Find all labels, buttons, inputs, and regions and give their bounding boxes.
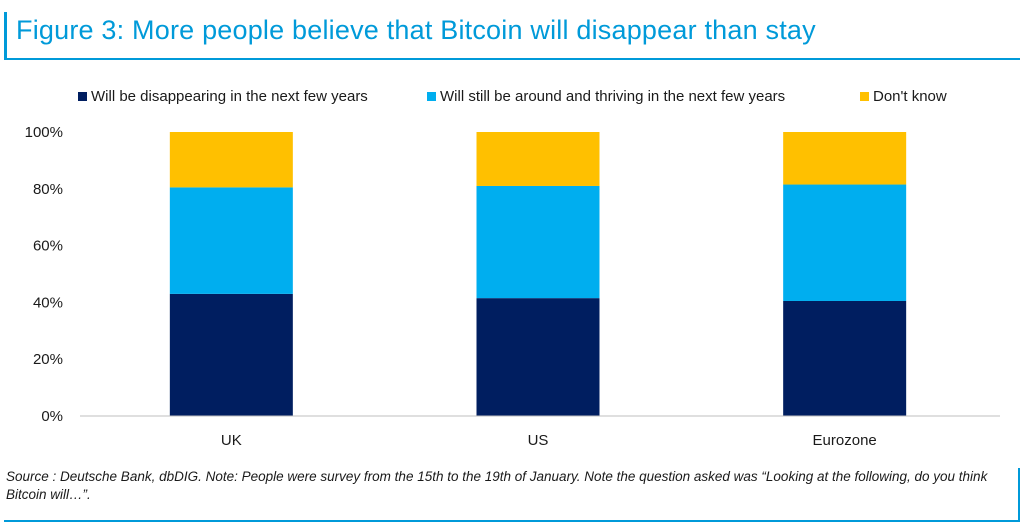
bar-eurozone-series-1	[783, 184, 907, 301]
source-note: Source : Deutsche Bank, dbDIG. Note: Peo…	[6, 469, 988, 502]
bar-uk-series-2	[169, 132, 293, 188]
legend-label-2: Don't know	[873, 88, 947, 105]
legend-swatch-0	[78, 92, 87, 101]
frame-bottom-rule	[4, 520, 1020, 522]
x-axis: UK US Eurozone	[80, 415, 1000, 449]
legend-swatch-1	[427, 92, 436, 101]
legend-swatch-2	[860, 92, 869, 101]
title-underline	[4, 58, 1020, 60]
legend-label-0: Will be disappearing in the next few yea…	[91, 88, 368, 105]
stacked-bar-chart: Will be disappearing in the next few yea…	[25, 88, 1000, 449]
title-accent-bar	[4, 12, 7, 58]
bars	[169, 132, 907, 416]
bar-us-series-2	[476, 132, 600, 186]
y-tick-label: 0%	[41, 408, 63, 425]
bar-eurozone-series-2	[783, 132, 907, 185]
legend: Will be disappearing in the next few yea…	[78, 88, 947, 105]
bar-uk-series-1	[169, 187, 293, 294]
y-tick-label: 100%	[25, 124, 63, 141]
legend-label-1: Will still be around and thriving in the…	[440, 88, 785, 105]
y-tick-label: 20%	[33, 351, 63, 368]
title-bar: Figure 3: More people believe that Bitco…	[0, 0, 1024, 62]
bar-us-series-1	[476, 185, 600, 299]
x-tick-label-us: US	[528, 432, 549, 449]
bar-uk-series-0	[169, 293, 293, 416]
chart-title: Figure 3: More people believe that Bitco…	[16, 15, 816, 45]
bar-us-series-0	[476, 298, 600, 416]
bar-eurozone-series-0	[783, 300, 907, 416]
y-tick-label: 80%	[33, 181, 63, 198]
y-axis: 0% 20% 40% 60% 80% 100%	[25, 124, 63, 425]
x-tick-label-uk: UK	[221, 432, 242, 449]
y-tick-label: 40%	[33, 294, 63, 311]
x-tick-label-eurozone: Eurozone	[813, 432, 877, 449]
y-tick-label: 60%	[33, 238, 63, 255]
frame-right-rule	[1018, 468, 1020, 522]
